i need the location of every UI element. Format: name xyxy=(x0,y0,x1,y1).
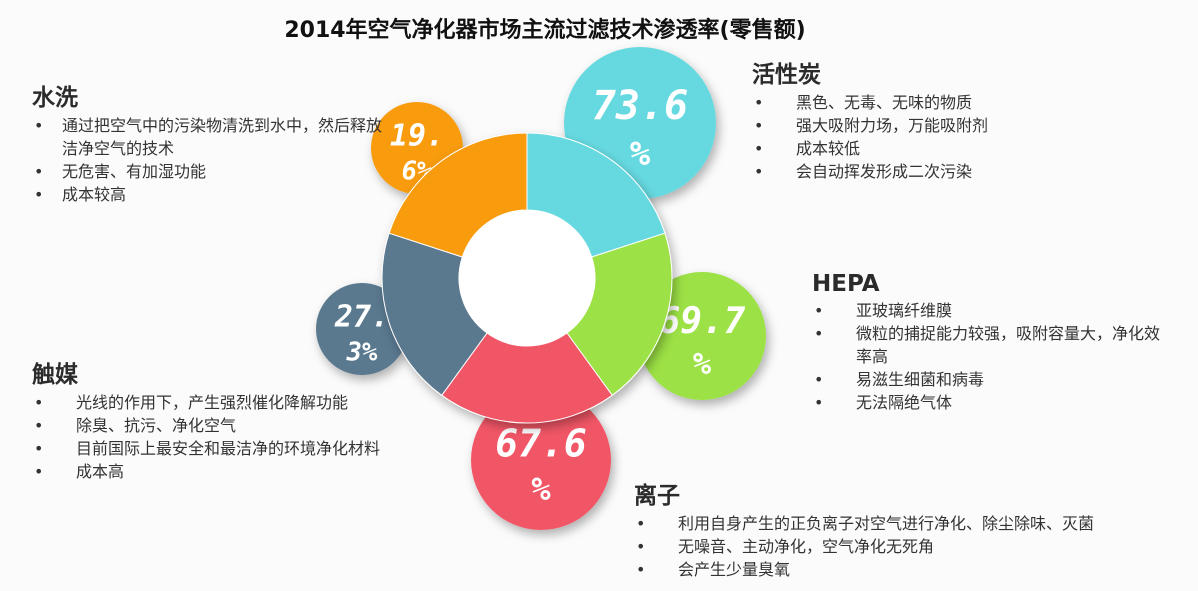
list-item: 亚玻璃纤维膜 xyxy=(812,299,1172,322)
list-item: 利用自身产生的正负离子对空气进行净化、除尘除味、灭菌 xyxy=(634,512,1194,535)
list-item: 无危害、有加湿功能 xyxy=(32,160,392,183)
donut-hole xyxy=(459,210,595,346)
list-item: 易滋生细菌和病毒 xyxy=(812,368,1172,391)
list-item: 成本较低 xyxy=(752,137,1052,160)
bubble-value-line1: 73.6 xyxy=(592,83,688,129)
text-block-ion: 离子 利用自身产生的正负离子对空气进行净化、除尘除味、灭菌 无噪音、主动净化，空… xyxy=(634,476,1194,581)
list-item: 除臭、抗污、净化空气 xyxy=(32,414,452,437)
list-item: 无噪音、主动净化，空气净化无死角 xyxy=(634,535,1194,558)
block-title: 离子 xyxy=(634,483,680,509)
bubble-value-line1: 69.7 xyxy=(659,301,746,342)
block-title: HEPA xyxy=(812,271,880,297)
list-item: 目前国际上最安全和最洁净的环境净化材料 xyxy=(32,437,452,460)
chart-title: 2014年空气净化器市场主流过滤技术渗透率(零售额) xyxy=(284,18,806,43)
bubble-value-line2: % xyxy=(531,470,551,508)
bubble-value-line2: % xyxy=(693,347,712,382)
bubble-value-line2: 3% xyxy=(346,338,378,368)
list-item: 强大吸附力场，万能吸附剂 xyxy=(752,114,1052,137)
text-block-activated-carbon: 活性炭 黑色、无毒、无味的物质 强大吸附力场，万能吸附剂 成本较低 会自动挥发形… xyxy=(752,55,1052,183)
list-item: 光线的作用下，产生强烈催化降解功能 xyxy=(32,391,452,414)
list-item: 微粒的捕捉能力较强，吸附容量大，净化效率高 xyxy=(812,322,1172,368)
bubble-circle xyxy=(471,390,611,530)
text-block-water-wash: 水洗 通过把空气中的污染物清洗到水中，然后释放洁净空气的技术 无危害、有加湿功能… xyxy=(32,78,392,206)
list-item: 黑色、无毒、无味的物质 xyxy=(752,91,1052,114)
text-block-hepa: HEPA 亚玻璃纤维膜 微粒的捕捉能力较强，吸附容量大，净化效率高 易滋生细菌和… xyxy=(812,271,1172,414)
bubble-value-line2: % xyxy=(630,134,651,174)
bubble-value-line1: 27. xyxy=(334,300,389,335)
list-item: 无法隔绝气体 xyxy=(812,391,1172,414)
list-item: 成本高 xyxy=(32,460,452,483)
bubble-value-line1: 67.6 xyxy=(495,422,587,466)
block-title: 水洗 xyxy=(32,85,78,111)
list-item: 通过把空气中的污染物清洗到水中，然后释放洁净空气的技术 xyxy=(32,114,392,160)
list-item: 会自动挥发形成二次污染 xyxy=(752,160,1052,183)
list-item: 会产生少量臭氧 xyxy=(634,558,1194,581)
bubble-value-line1: 19. xyxy=(390,119,444,154)
donut xyxy=(381,132,673,424)
block-title: 触媒 xyxy=(32,362,78,388)
list-item: 成本较高 xyxy=(32,183,392,206)
text-block-catalyst: 触媒 光线的作用下，产生强烈催化降解功能 除臭、抗污、净化空气 目前国际上最安全… xyxy=(32,355,452,483)
block-title: 活性炭 xyxy=(752,62,821,88)
bubble-3: 67.6% xyxy=(471,390,611,530)
